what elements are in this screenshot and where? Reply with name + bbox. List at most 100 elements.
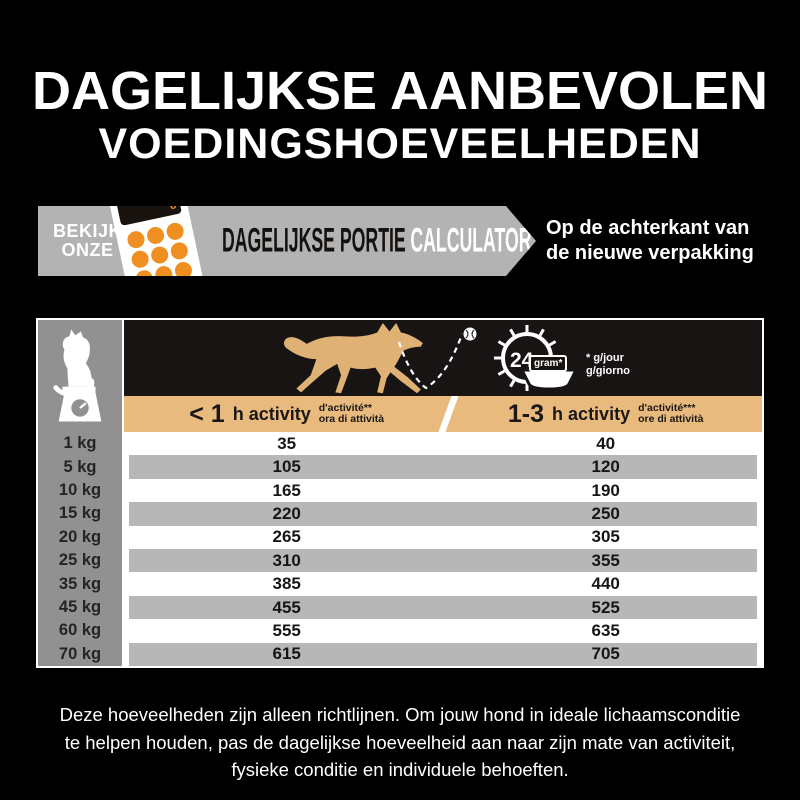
table-row: 555 635 bbox=[124, 619, 762, 642]
disclaimer-line2: te helpen houden, pas de dagelijkse hoev… bbox=[64, 731, 736, 753]
weight-label: 70 kg bbox=[58, 644, 102, 663]
calculator-key bbox=[145, 225, 165, 245]
weight-label: 45 kg bbox=[58, 598, 102, 617]
banner-arrow-shape: BEKIJK ONZE 8 bbox=[38, 206, 536, 276]
banner-note: Op de achterkant van de nieuwe verpakkin… bbox=[546, 206, 754, 276]
activity-sub-line2: ore di attività bbox=[638, 413, 704, 425]
amount-cell: 265 bbox=[272, 527, 301, 547]
activity-subtext: d'activité*** ore di attività bbox=[638, 401, 704, 426]
activity-amount: < 1 bbox=[189, 399, 225, 428]
weight-label: 1 kg bbox=[63, 434, 97, 453]
table-data-area: 24 h gram* * g/jour g/giorno bbox=[124, 320, 762, 667]
amount-cell: 120 bbox=[591, 457, 620, 477]
activity-amount: 1-3 bbox=[507, 399, 545, 428]
table-row: 35 40 bbox=[124, 432, 762, 455]
amount-cell: 705 bbox=[591, 644, 620, 664]
weight-label: 15 kg bbox=[58, 504, 102, 523]
calculator-key bbox=[169, 240, 189, 260]
table-row: 265 305 bbox=[124, 526, 762, 549]
activity-sub-line2: ora di attività bbox=[318, 413, 385, 425]
amount-cell: 355 bbox=[591, 550, 620, 570]
table-row: 165 190 bbox=[124, 479, 762, 502]
table-rows: 35 40 105 120 165 190 220 250 265 305 bbox=[124, 432, 762, 667]
banner-title-light: CALCULATOR bbox=[410, 221, 532, 260]
amount-cell: 220 bbox=[272, 503, 301, 523]
calculator-body: 8 bbox=[108, 180, 204, 299]
table-row: 455 525 bbox=[124, 595, 762, 620]
amount-cell: 385 bbox=[272, 574, 301, 594]
amount-cell: 555 bbox=[272, 620, 301, 640]
table-row: 615 705 bbox=[124, 642, 762, 667]
activity-sub-line1: d'activité*** bbox=[638, 401, 696, 414]
disclaimer-line3: fysieke conditie en individuele behoefte… bbox=[231, 759, 569, 780]
amount-cell: 615 bbox=[272, 644, 301, 664]
weight-label: 10 kg bbox=[58, 481, 102, 500]
tennis-ball-icon bbox=[463, 327, 477, 341]
amount-cell: 105 bbox=[272, 457, 301, 477]
amount-cell: 35 bbox=[277, 433, 297, 453]
amount-cell: 40 bbox=[596, 433, 616, 453]
running-dog-icon bbox=[283, 323, 423, 394]
amount-cell: 165 bbox=[272, 480, 301, 500]
disclaimer-text: Deze hoeveelheden zijn alleen richtlijne… bbox=[0, 701, 800, 784]
amount-cell: 525 bbox=[591, 597, 620, 617]
table-row: 220 250 bbox=[124, 502, 762, 526]
dog-on-scale-icon bbox=[38, 320, 122, 432]
banner-note-line1: Op de achterkant van bbox=[546, 217, 750, 239]
daily-amount-legend: 24 h gram* * g/jour g/giorno bbox=[488, 324, 738, 394]
dog-on-scale-svg bbox=[53, 329, 102, 422]
gram-label: gram* bbox=[529, 355, 568, 372]
activity-sub-line1: d'activité** bbox=[318, 401, 373, 414]
amount-cell: 190 bbox=[591, 480, 620, 500]
weight-label: 5 kg bbox=[63, 457, 97, 476]
calculator-key bbox=[164, 221, 184, 241]
amount-cell: 455 bbox=[272, 597, 301, 617]
gram-unit-note: * g/jour g/giorno bbox=[586, 352, 630, 378]
bekijk-line1: BEKIJK bbox=[53, 221, 123, 241]
weight-column: 1 kg 5 kg 10 kg 15 kg 20 kg 25 kg 35 kg … bbox=[38, 320, 124, 666]
weight-label: 60 kg bbox=[58, 621, 102, 640]
activity-subtext: d'activité** ora di attività bbox=[318, 401, 385, 426]
page-title-line2: VOEDINGSHOEVEELHEDEN bbox=[98, 120, 702, 168]
weight-labels: 1 kg 5 kg 10 kg 15 kg 20 kg 25 kg 35 kg … bbox=[38, 432, 122, 666]
calculator-digit: 8 bbox=[168, 199, 178, 213]
amount-cell: 310 bbox=[272, 550, 301, 570]
banner-title: DAGELIJKSE PORTIE CALCULATOR bbox=[222, 222, 532, 261]
pictogram-header: 24 h gram* * g/jour g/giorno bbox=[124, 320, 762, 396]
amount-cell: 305 bbox=[591, 527, 620, 547]
calculator-key bbox=[153, 264, 173, 284]
amount-cell: 635 bbox=[591, 620, 620, 640]
weight-label: 35 kg bbox=[58, 574, 102, 593]
calculator-key bbox=[149, 245, 169, 265]
calculator-banner: BEKIJK ONZE 8 bbox=[0, 203, 800, 281]
gram-note-line2: g/giorno bbox=[586, 365, 630, 377]
disclaimer-line1: Deze hoeveelheden zijn alleen richtlijne… bbox=[59, 704, 741, 725]
activity-unit: h activity bbox=[552, 403, 631, 424]
activity-header-row: < 1 h activity d'activité** ora di attiv… bbox=[124, 396, 762, 432]
clock-24-label: 24 bbox=[510, 349, 534, 372]
bekijk-onze-label: BEKIJK ONZE bbox=[53, 222, 122, 260]
activity-column-high: 1-3 h activity d'activité*** ore di atti… bbox=[449, 396, 762, 432]
banner-note-line2: de nieuwe verpakking bbox=[546, 242, 754, 264]
calculator-key bbox=[125, 229, 145, 249]
weight-label: 20 kg bbox=[58, 527, 102, 546]
table-row: 385 440 bbox=[124, 572, 762, 595]
table-row: 310 355 bbox=[124, 549, 762, 573]
activity-unit: h activity bbox=[232, 403, 311, 424]
feeding-table: 1 kg 5 kg 10 kg 15 kg 20 kg 25 kg 35 kg … bbox=[36, 318, 764, 668]
activity-column-low: < 1 h activity d'activité** ora di attiv… bbox=[124, 396, 449, 432]
food-bowl-icon: gram* bbox=[519, 355, 579, 394]
page-title-line1: DAGELIJKSE AANBEVOLEN bbox=[31, 61, 769, 121]
calculator-icon: 8 bbox=[108, 180, 204, 299]
bekijk-line2: ONZE bbox=[61, 240, 114, 260]
table-row: 105 120 bbox=[124, 455, 762, 479]
calculator-key bbox=[129, 249, 149, 269]
ball-trajectory-icon bbox=[397, 327, 477, 390]
gram-note-line1: * g/jour bbox=[586, 352, 624, 364]
amount-cell: 250 bbox=[591, 503, 620, 523]
calculator-keys bbox=[124, 219, 195, 290]
weight-label: 25 kg bbox=[58, 551, 102, 570]
amount-cell: 440 bbox=[591, 574, 620, 594]
calculator-key bbox=[173, 260, 193, 280]
